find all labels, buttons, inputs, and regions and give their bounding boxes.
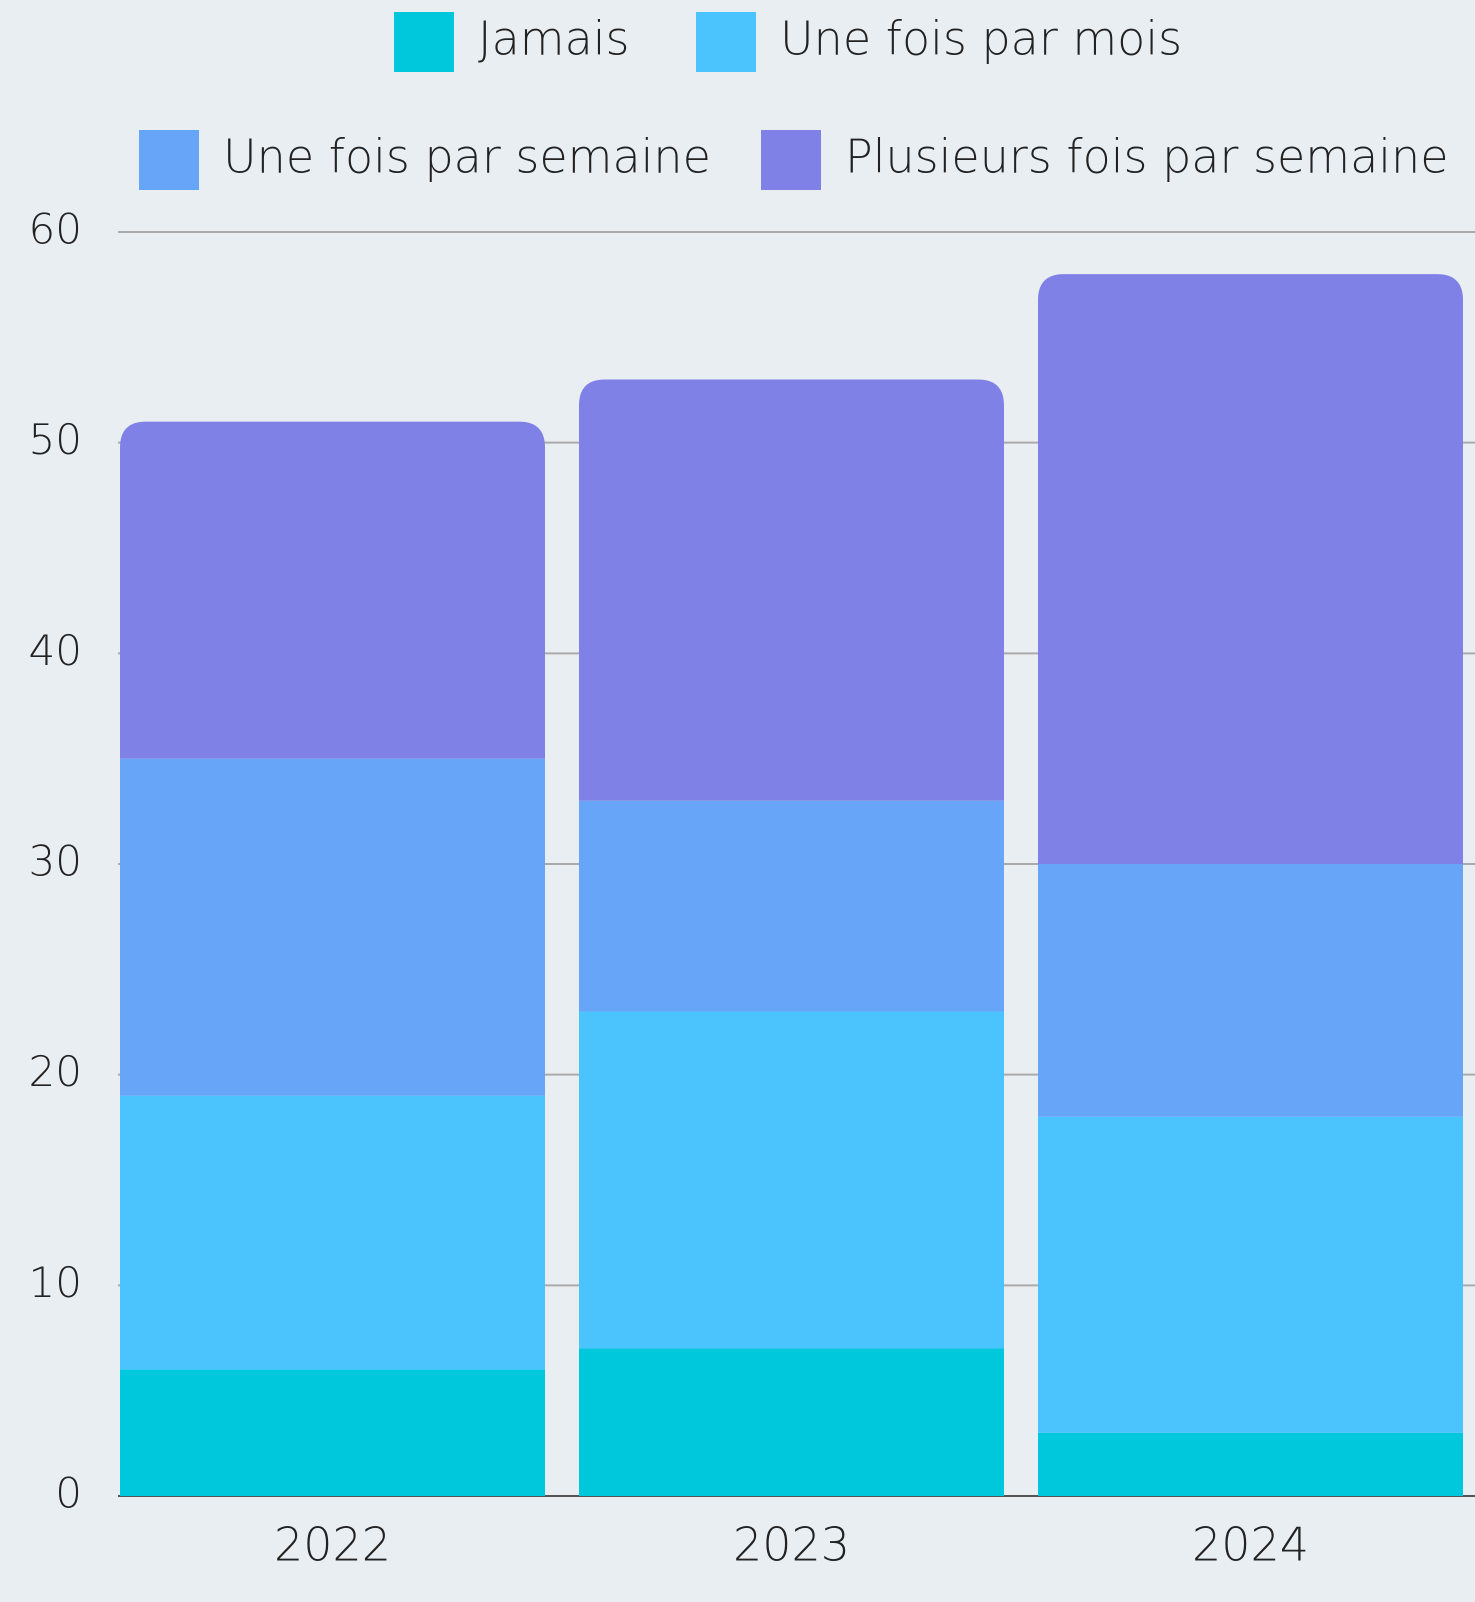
bar-segment bbox=[120, 1369, 545, 1496]
x-tick-label: 2023 bbox=[733, 1518, 850, 1572]
bar-segment bbox=[1038, 1116, 1463, 1433]
legend-label: Une fois par mois bbox=[780, 12, 1182, 66]
bar-segment bbox=[579, 1011, 1004, 1349]
legend-swatch bbox=[696, 12, 756, 72]
legend-label: Une fois par semaine bbox=[223, 130, 711, 184]
bar-segment bbox=[120, 421, 545, 759]
y-tick-label: 0 bbox=[55, 1469, 82, 1518]
y-tick-label: 50 bbox=[29, 415, 82, 464]
legend-swatch bbox=[394, 12, 454, 72]
y-tick-label: 20 bbox=[29, 1047, 82, 1096]
bar-segment bbox=[579, 800, 1004, 1012]
legend-swatch bbox=[761, 130, 821, 190]
legend-label: Plusieurs fois par semaine bbox=[845, 130, 1449, 184]
y-tick-label: 40 bbox=[29, 626, 82, 675]
bar-segment bbox=[1038, 864, 1463, 1117]
y-tick-label: 30 bbox=[29, 837, 82, 886]
legend-swatch bbox=[139, 130, 199, 190]
legend-label: Jamais bbox=[478, 12, 630, 66]
y-tick-label: 10 bbox=[29, 1258, 82, 1307]
y-tick-label: 60 bbox=[29, 205, 82, 254]
bar-segment bbox=[579, 379, 1004, 801]
bar-segment bbox=[120, 758, 545, 1096]
bar-segment bbox=[1038, 274, 1463, 865]
bar-segment bbox=[579, 1348, 1004, 1496]
x-tick-label: 2022 bbox=[274, 1518, 391, 1572]
bar-segment bbox=[1038, 1432, 1463, 1496]
bar-segment bbox=[120, 1095, 545, 1370]
x-tick-label: 2024 bbox=[1192, 1518, 1309, 1572]
